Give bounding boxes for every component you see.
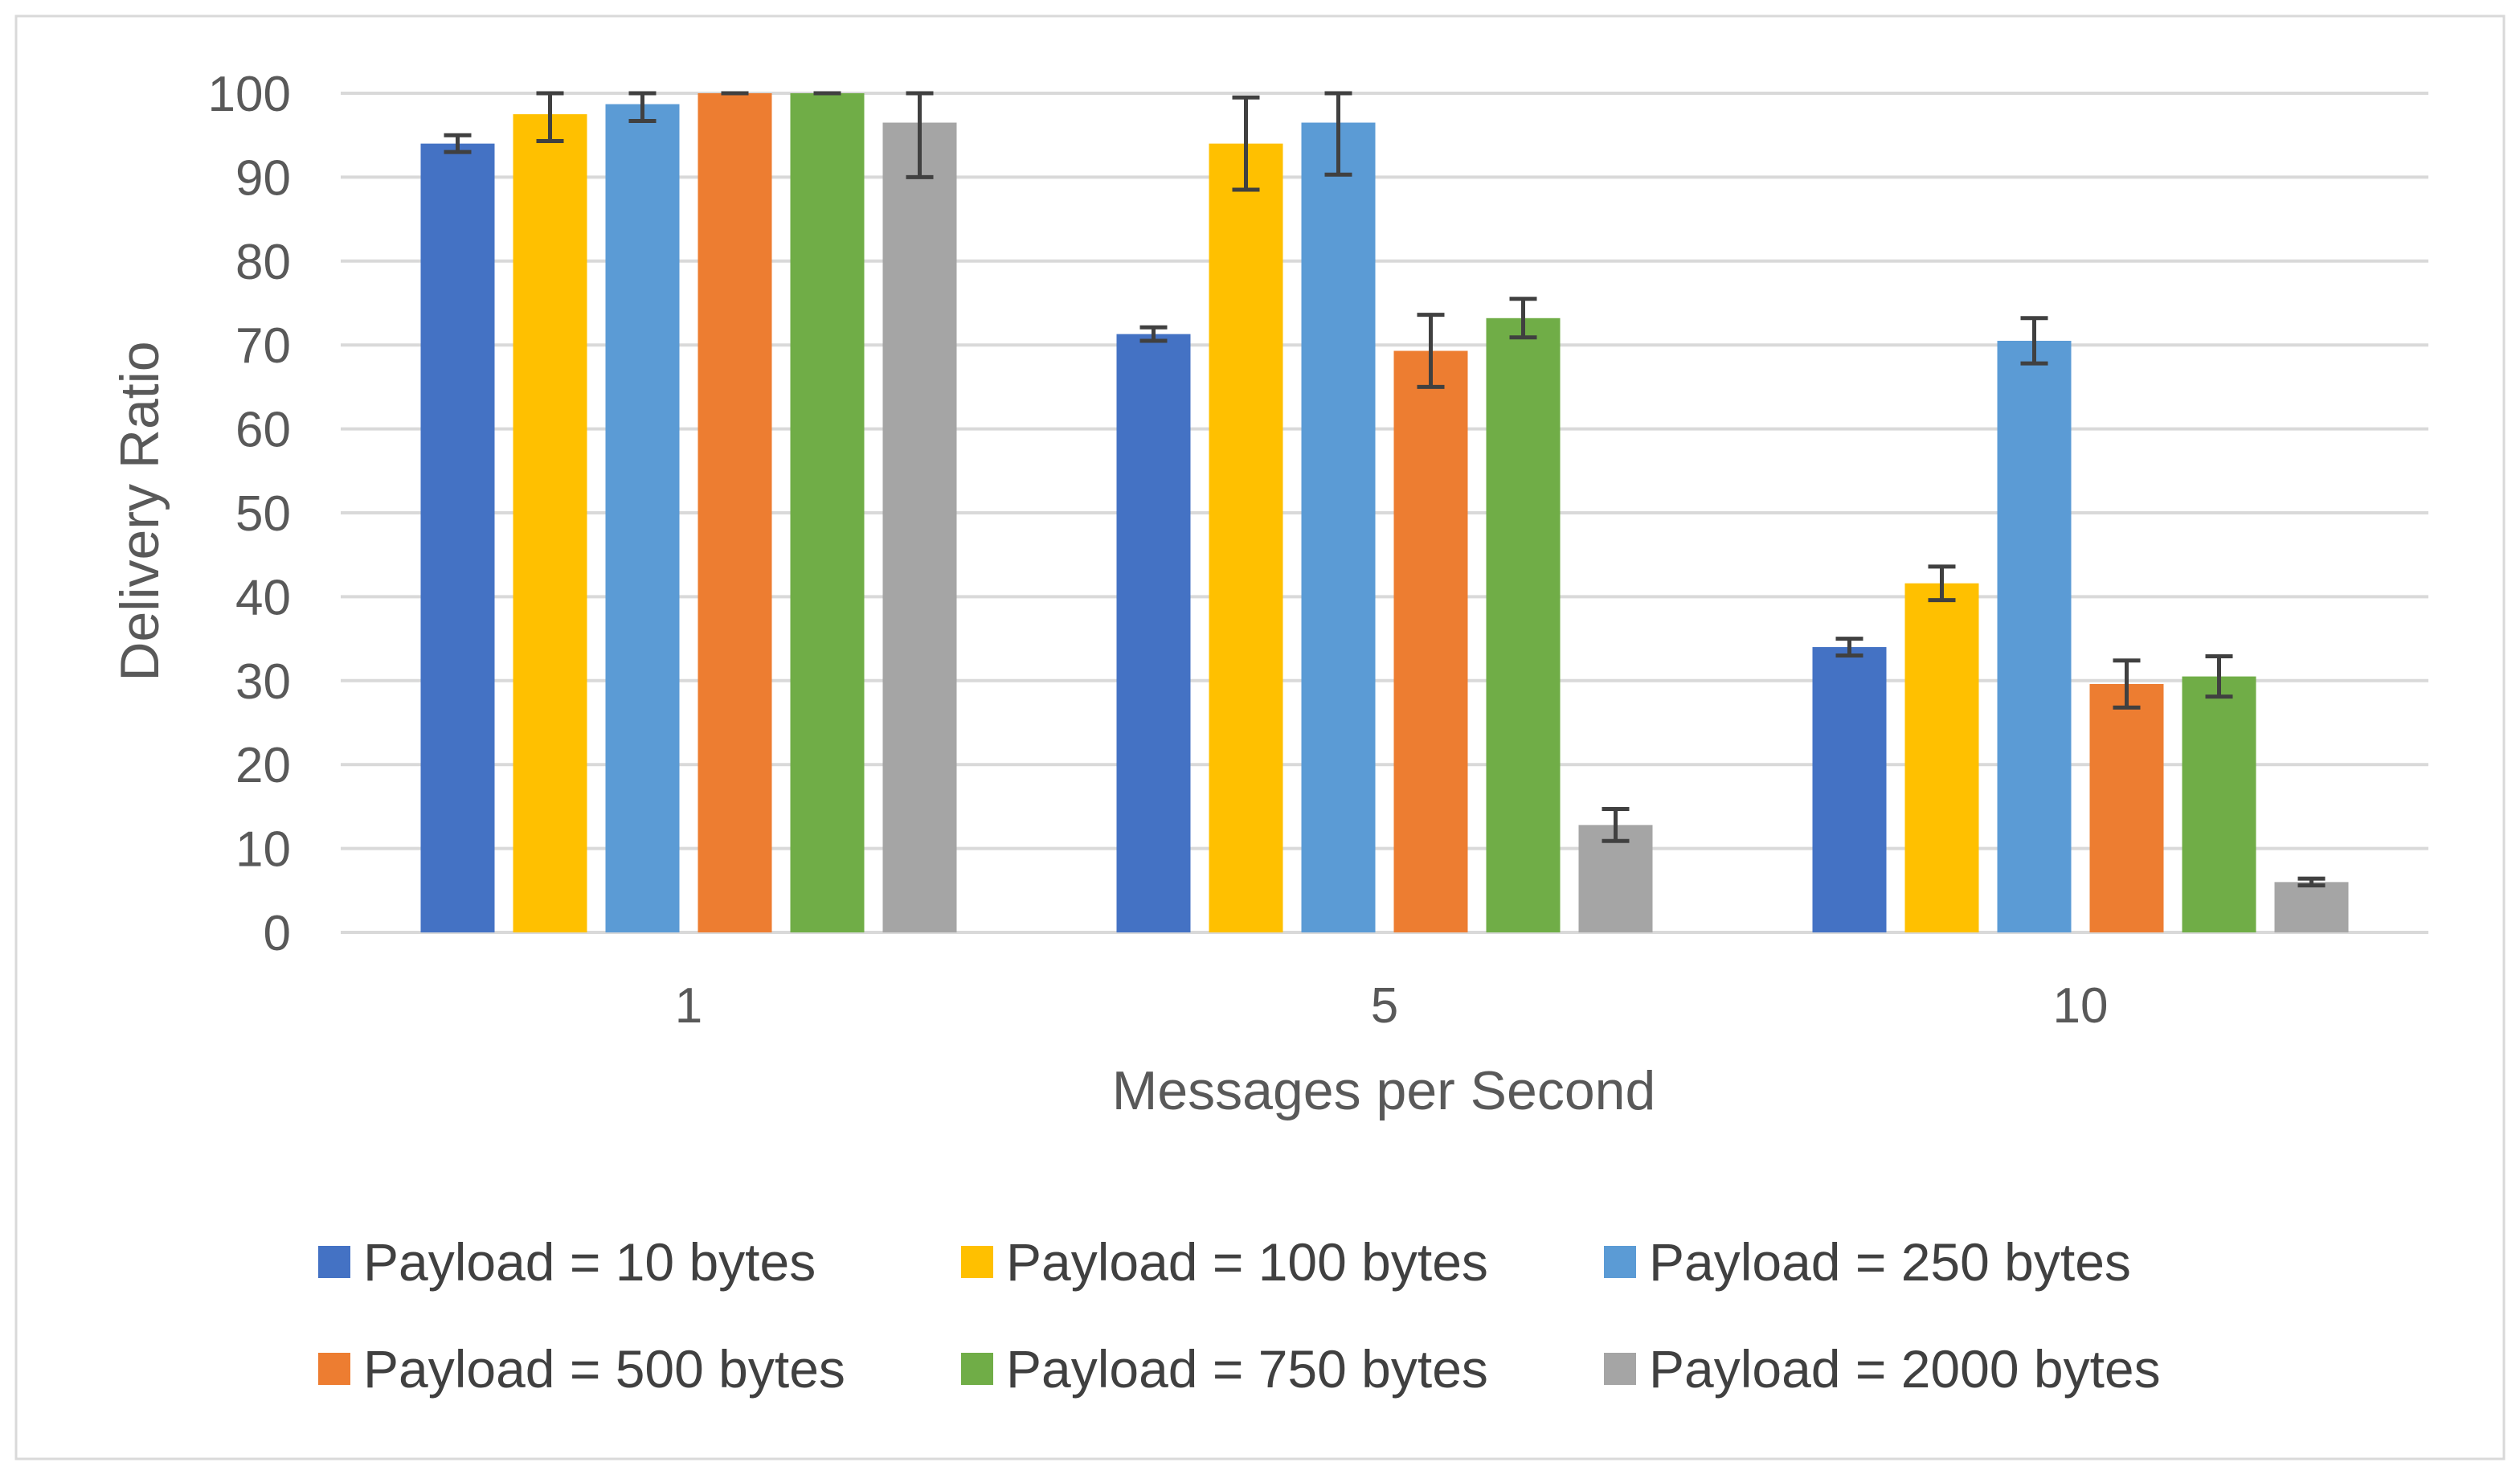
legend-label: Payload = 500 bytes bbox=[363, 1339, 845, 1399]
error-bar bbox=[1417, 313, 1445, 389]
error-bar bbox=[1602, 807, 1630, 843]
bar bbox=[420, 143, 495, 932]
legend: Payload = 10 bytes Payload = 100 bytes Pay… bbox=[318, 1232, 2161, 1399]
legend-item: Payload = 750 bytes bbox=[961, 1339, 1488, 1399]
y-tick-label: 10 bbox=[235, 822, 291, 878]
bar bbox=[1812, 647, 1887, 932]
y-tick-label: 50 bbox=[235, 486, 291, 542]
legend-swatch bbox=[1604, 1353, 1636, 1385]
bar bbox=[2089, 683, 2164, 932]
x-tick-label: 1 bbox=[675, 978, 702, 1034]
error-bar bbox=[2205, 654, 2233, 699]
legend-label: Payload = 100 bytes bbox=[1006, 1232, 1488, 1292]
legend-swatch bbox=[1604, 1246, 1636, 1278]
legend-label: Payload = 750 bytes bbox=[1006, 1339, 1488, 1399]
bar bbox=[1209, 143, 1283, 932]
legend-item: Payload = 100 bytes bbox=[961, 1232, 1488, 1292]
bar bbox=[605, 104, 680, 932]
legend-swatch bbox=[961, 1246, 993, 1278]
bar bbox=[1393, 350, 1468, 932]
legend-item: Payload = 500 bytes bbox=[318, 1339, 845, 1399]
y-tick-label: 60 bbox=[235, 403, 291, 458]
gridlines bbox=[341, 92, 2428, 934]
error-bar bbox=[444, 133, 472, 154]
bar bbox=[1301, 122, 1376, 933]
error-bars bbox=[444, 91, 2326, 888]
error-bar bbox=[2297, 876, 2326, 888]
error-bar bbox=[536, 91, 564, 144]
y-tick-label: 70 bbox=[235, 318, 291, 374]
bar bbox=[1116, 334, 1191, 932]
bar bbox=[2274, 882, 2349, 932]
legend-item: Payload = 10 bytes bbox=[318, 1232, 816, 1292]
x-axis-tick-labels: 1 5 10 bbox=[675, 978, 2109, 1034]
y-axis-title: Delivery Ratio bbox=[109, 341, 170, 681]
bar bbox=[1904, 583, 1979, 932]
y-tick-label: 80 bbox=[235, 235, 291, 290]
error-bar bbox=[1232, 95, 1260, 192]
bar bbox=[790, 93, 865, 932]
bar bbox=[1997, 340, 2072, 933]
x-tick-label: 5 bbox=[1371, 978, 1398, 1034]
bar bbox=[698, 93, 772, 932]
error-bar bbox=[1139, 325, 1168, 343]
error-bar bbox=[1324, 91, 1352, 177]
legend-swatch bbox=[961, 1353, 993, 1385]
y-tick-label: 40 bbox=[235, 570, 291, 625]
x-tick-label: 10 bbox=[2053, 978, 2109, 1034]
error-bar bbox=[1835, 637, 1863, 658]
y-axis-tick-labels: 0 10 20 30 40 50 60 70 80 90 100 bbox=[208, 67, 291, 961]
error-bar bbox=[906, 91, 934, 179]
y-tick-label: 90 bbox=[235, 150, 291, 206]
y-tick-label: 30 bbox=[235, 654, 291, 710]
bar bbox=[1486, 317, 1561, 932]
y-tick-label: 20 bbox=[235, 738, 291, 793]
legend-item: Payload = 250 bytes bbox=[1604, 1232, 2131, 1292]
legend-label: Payload = 250 bytes bbox=[1649, 1232, 2131, 1292]
bar bbox=[882, 122, 957, 933]
x-axis-title: Messages per Second bbox=[1112, 1060, 1656, 1121]
error-bar bbox=[2020, 316, 2048, 366]
legend-swatch bbox=[318, 1353, 350, 1385]
y-tick-label: 0 bbox=[264, 906, 291, 961]
error-bar bbox=[2113, 658, 2141, 710]
error-bar bbox=[1928, 564, 1956, 603]
error-bar bbox=[628, 91, 657, 123]
bar bbox=[2182, 676, 2256, 932]
legend-label: Payload = 10 bytes bbox=[363, 1232, 816, 1292]
legend-swatch bbox=[318, 1246, 350, 1278]
y-tick-label: 100 bbox=[208, 67, 291, 122]
bar bbox=[513, 114, 587, 933]
error-bar bbox=[1509, 297, 1537, 340]
legend-item: Payload = 2000 bytes bbox=[1604, 1339, 2161, 1399]
legend-label: Payload = 2000 bytes bbox=[1649, 1339, 2161, 1399]
bars bbox=[420, 93, 2349, 933]
